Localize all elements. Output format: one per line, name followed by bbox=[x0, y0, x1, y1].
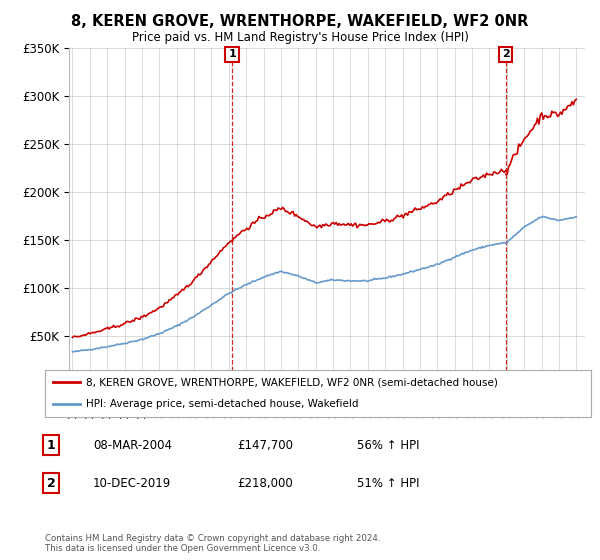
Text: £218,000: £218,000 bbox=[237, 477, 293, 490]
Text: Price paid vs. HM Land Registry's House Price Index (HPI): Price paid vs. HM Land Registry's House … bbox=[131, 31, 469, 44]
Text: 2: 2 bbox=[502, 49, 509, 59]
Text: Contains HM Land Registry data © Crown copyright and database right 2024.
This d: Contains HM Land Registry data © Crown c… bbox=[45, 534, 380, 553]
Text: 2: 2 bbox=[47, 477, 55, 490]
Text: HPI: Average price, semi-detached house, Wakefield: HPI: Average price, semi-detached house,… bbox=[86, 399, 358, 409]
Text: 1: 1 bbox=[228, 49, 236, 59]
Text: 8, KEREN GROVE, WRENTHORPE, WAKEFIELD, WF2 0NR: 8, KEREN GROVE, WRENTHORPE, WAKEFIELD, W… bbox=[71, 14, 529, 29]
Text: 10-DEC-2019: 10-DEC-2019 bbox=[93, 477, 171, 490]
Text: 1: 1 bbox=[47, 438, 55, 452]
Text: £147,700: £147,700 bbox=[237, 438, 293, 452]
Text: 08-MAR-2004: 08-MAR-2004 bbox=[93, 438, 172, 452]
Text: 51% ↑ HPI: 51% ↑ HPI bbox=[357, 477, 419, 490]
Text: 56% ↑ HPI: 56% ↑ HPI bbox=[357, 438, 419, 452]
Text: 8, KEREN GROVE, WRENTHORPE, WAKEFIELD, WF2 0NR (semi-detached house): 8, KEREN GROVE, WRENTHORPE, WAKEFIELD, W… bbox=[86, 377, 498, 388]
